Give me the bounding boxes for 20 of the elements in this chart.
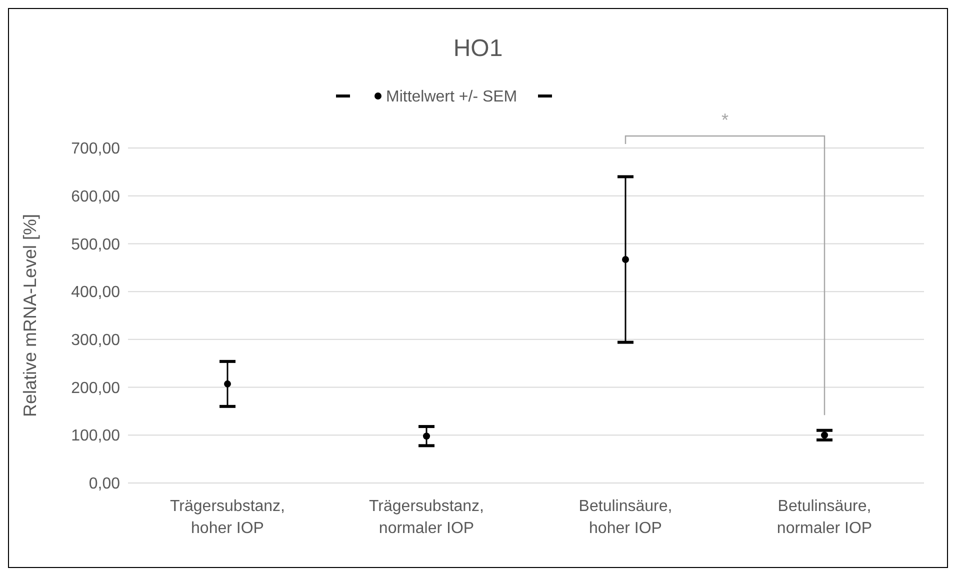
y-tick-label: 100,00 — [71, 428, 120, 445]
x-tick-label: Trägersubstanz, hoher IOP — [170, 498, 286, 537]
point — [423, 432, 430, 440]
x-tick-label: Betulinsäure, normaler IOP — [776, 498, 872, 537]
legend-label: Mittelwert +/- SEM — [386, 88, 518, 106]
y-tick-label: 300,00 — [71, 332, 120, 350]
x-tick-label: Betulinsäure, hoher IOP — [578, 498, 672, 537]
y-tick-label: 500,00 — [71, 236, 120, 254]
point — [224, 380, 231, 388]
y-tick-label: 0,00 — [88, 476, 120, 493]
y-tick-label: 200,00 — [71, 380, 120, 397]
point — [821, 432, 828, 439]
x-tick-label: Trägersubstanz, normaler IOP — [368, 498, 484, 537]
chart-title: HO1 — [453, 35, 503, 62]
y-tick-label: 700,00 — [71, 140, 120, 158]
text: * — [721, 110, 729, 130]
y-tick-label: 600,00 — [71, 188, 120, 206]
y-axis-title: Relative mRNA-Level [%] — [20, 214, 40, 418]
y-tick-label: 400,00 — [71, 284, 120, 302]
point — [622, 256, 629, 264]
